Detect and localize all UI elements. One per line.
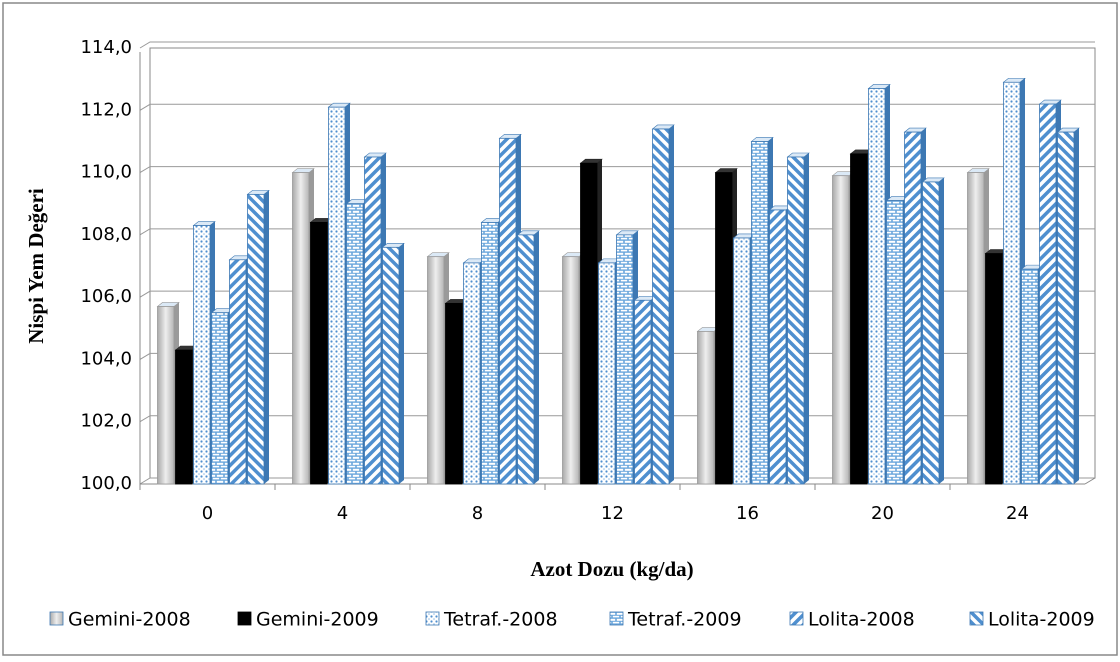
bar [985,253,1003,485]
grid-line [139,166,1095,174]
bar [481,221,499,485]
bar [733,237,751,485]
y-tick-label: 108,0 [80,224,132,245]
bar [292,172,310,485]
bar [634,299,652,485]
x-tick-label: 16 [736,503,759,524]
bar [1057,131,1075,485]
bar [499,137,517,485]
legend-label: Lolita-2009 [988,609,1095,631]
bar-side [804,153,809,484]
bar [562,256,580,485]
y-tick-label: 106,0 [80,286,132,307]
bar-side [264,190,269,484]
x-tick-label: 0 [202,503,213,524]
bar [517,234,535,485]
bar [157,306,175,485]
legend-swatch [425,611,440,626]
floor-edge [1084,477,1096,485]
bar [868,88,886,485]
bar [193,225,211,485]
bar [346,203,364,485]
legend-label: Lolita-2008 [808,609,915,631]
bar [175,349,193,485]
bar [715,172,733,485]
bar [787,156,805,485]
legend-swatch [609,611,624,626]
legend-swatch [237,611,252,626]
bar [229,259,247,485]
bar [1039,103,1057,485]
bar [751,141,769,485]
bar-side [534,230,539,484]
x-tick-label: 8 [472,503,483,524]
bar [382,246,400,485]
y-tick-label: 102,0 [80,411,132,432]
legend-label: Tetraf.-2008 [443,609,558,631]
bar-side [669,124,674,484]
x-tick-label: 4 [337,503,348,524]
bar [832,175,850,485]
y-tick-label: 110,0 [80,162,132,183]
bar-side [399,243,404,484]
legend-swatch [969,611,984,626]
bar [247,193,265,485]
bar [580,162,598,485]
bar [967,172,985,485]
bar [310,221,328,485]
bar [886,200,904,485]
legend-label: Gemini-2009 [256,609,379,631]
bar [1021,268,1039,485]
bar [1003,81,1021,485]
bar [904,131,922,485]
x-tick-label: 24 [1006,503,1029,524]
y-tick-label: 114,0 [80,37,132,58]
bar [211,312,229,485]
bar [328,106,346,485]
bar [697,330,715,485]
x-axis-title: Azot Dozu (kg/da) [530,557,693,581]
bar [463,262,481,485]
bar [364,156,382,485]
bar [445,302,463,485]
legend-label: Tetraf.-2009 [627,609,742,631]
bar [616,234,634,485]
bar [769,209,787,485]
bar [922,181,940,485]
bar [652,128,670,485]
y-axis-title: Nispi Yem Değeri [24,188,48,344]
bar [850,153,868,485]
bar [427,256,445,485]
bar-side [1074,128,1079,485]
grid-line [139,41,1095,49]
bar-side [939,177,944,484]
grid-line [139,103,1095,111]
y-tick-label: 112,0 [80,99,132,120]
legend-label: Gemini-2008 [68,609,191,631]
y-tick-label: 100,0 [80,473,132,494]
legend-swatch [789,611,804,626]
legend-swatch [49,611,64,626]
plot-area: 100,0 102,0 104,0 106,0 108,0 110,0 112,0 114,0… [80,37,1096,524]
x-tick-label: 12 [601,503,624,524]
bar [598,262,616,485]
y-tick-label: 104,0 [80,348,132,369]
x-tick-label: 20 [871,503,894,524]
